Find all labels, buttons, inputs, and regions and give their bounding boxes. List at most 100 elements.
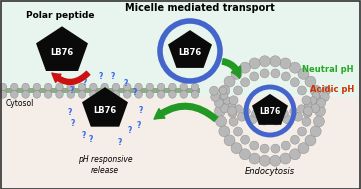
Circle shape <box>260 144 269 153</box>
Circle shape <box>271 116 280 125</box>
Circle shape <box>44 91 52 98</box>
Circle shape <box>228 108 237 118</box>
Circle shape <box>239 149 251 160</box>
Text: LB76: LB76 <box>178 48 202 57</box>
Circle shape <box>220 104 229 113</box>
Text: ?: ? <box>133 88 137 97</box>
Circle shape <box>123 83 131 91</box>
Circle shape <box>78 91 86 98</box>
Circle shape <box>214 98 223 107</box>
Circle shape <box>180 91 187 98</box>
Circle shape <box>298 68 309 79</box>
Circle shape <box>303 108 312 118</box>
Circle shape <box>112 83 120 91</box>
Circle shape <box>260 69 269 78</box>
Circle shape <box>248 115 257 124</box>
Circle shape <box>280 153 291 164</box>
Circle shape <box>310 85 321 96</box>
Circle shape <box>252 110 259 117</box>
Circle shape <box>302 117 311 126</box>
Circle shape <box>313 87 321 94</box>
Circle shape <box>250 72 259 81</box>
Circle shape <box>191 83 199 91</box>
Circle shape <box>290 62 300 73</box>
Circle shape <box>281 141 290 150</box>
Circle shape <box>229 117 238 126</box>
Circle shape <box>157 91 165 98</box>
Circle shape <box>219 126 230 137</box>
FancyArrowPatch shape <box>52 71 90 84</box>
Circle shape <box>169 91 176 98</box>
Circle shape <box>223 97 231 104</box>
Circle shape <box>243 108 250 115</box>
Circle shape <box>305 135 316 146</box>
Circle shape <box>313 95 325 106</box>
Circle shape <box>270 56 281 67</box>
Circle shape <box>228 101 236 109</box>
Circle shape <box>290 135 299 144</box>
Circle shape <box>33 83 41 91</box>
Polygon shape <box>168 30 212 68</box>
Text: Micelle mediated transport: Micelle mediated transport <box>125 3 275 13</box>
Text: ?: ? <box>124 79 128 88</box>
Circle shape <box>305 76 316 87</box>
Circle shape <box>239 62 251 73</box>
Circle shape <box>78 83 86 91</box>
Text: ?: ? <box>81 131 86 140</box>
Text: ?: ? <box>83 78 87 87</box>
Circle shape <box>67 83 75 91</box>
Circle shape <box>259 155 270 166</box>
Text: ?: ? <box>68 108 72 117</box>
Circle shape <box>22 91 29 98</box>
Circle shape <box>271 144 280 153</box>
Circle shape <box>317 98 326 107</box>
Circle shape <box>234 86 243 95</box>
Circle shape <box>101 91 108 98</box>
Text: Neutral pH: Neutral pH <box>303 64 354 74</box>
Circle shape <box>33 91 41 98</box>
Text: ?: ? <box>136 122 141 130</box>
Text: LB76: LB76 <box>93 106 117 115</box>
Circle shape <box>293 112 303 121</box>
Text: Acidic pH: Acidic pH <box>310 84 354 94</box>
Circle shape <box>250 141 259 150</box>
Circle shape <box>241 78 249 87</box>
Circle shape <box>322 86 331 95</box>
Circle shape <box>260 116 269 125</box>
Circle shape <box>135 91 142 98</box>
Text: LB76: LB76 <box>259 107 280 116</box>
Text: Polar peptide: Polar peptide <box>26 11 94 20</box>
Circle shape <box>259 56 270 67</box>
Circle shape <box>298 105 305 112</box>
Circle shape <box>290 149 300 160</box>
Circle shape <box>310 126 321 137</box>
Circle shape <box>0 83 7 91</box>
Circle shape <box>101 83 108 91</box>
Circle shape <box>224 76 235 87</box>
Polygon shape <box>82 87 128 127</box>
Circle shape <box>314 105 326 116</box>
Circle shape <box>304 101 312 109</box>
Circle shape <box>280 58 291 69</box>
Text: ?: ? <box>98 72 103 81</box>
Circle shape <box>312 92 320 100</box>
Circle shape <box>44 83 52 91</box>
Circle shape <box>180 83 187 91</box>
Circle shape <box>0 91 7 98</box>
Circle shape <box>249 153 260 164</box>
Circle shape <box>219 85 230 96</box>
Circle shape <box>90 91 97 98</box>
Text: ?: ? <box>89 135 93 144</box>
Circle shape <box>214 105 226 116</box>
Circle shape <box>297 127 306 136</box>
Circle shape <box>169 83 176 91</box>
Text: ?: ? <box>69 86 74 95</box>
Circle shape <box>219 87 227 94</box>
Circle shape <box>313 116 325 127</box>
Text: ?: ? <box>139 106 143 115</box>
Text: ?: ? <box>118 138 122 147</box>
Circle shape <box>309 97 317 104</box>
Circle shape <box>67 91 75 98</box>
Circle shape <box>270 155 281 166</box>
Circle shape <box>146 91 154 98</box>
